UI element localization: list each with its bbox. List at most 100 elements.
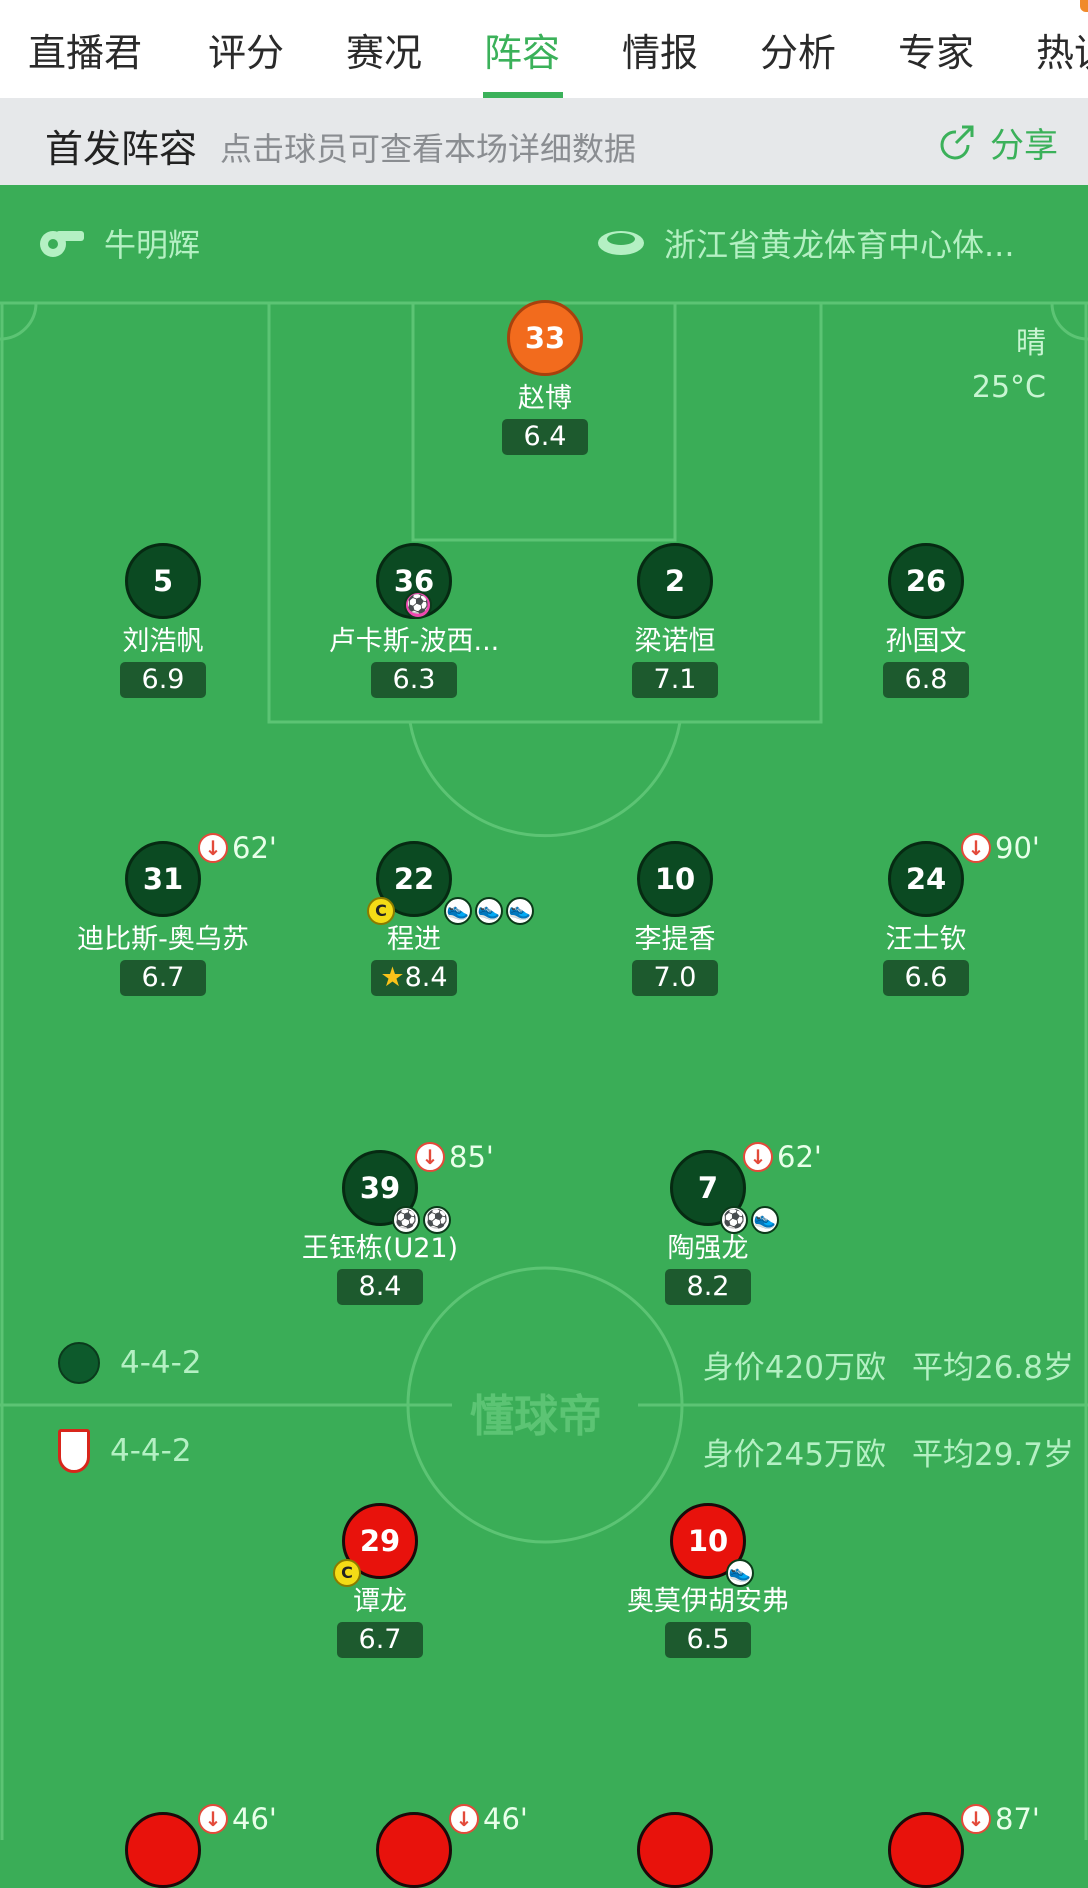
home-team-info: 4-4-2: [58, 1342, 202, 1384]
section-hint: 点击球员可查看本场详细数据: [220, 130, 637, 168]
referee: 牛明辉: [36, 220, 200, 266]
tab-ratings[interactable]: 评分: [208, 31, 285, 75]
home-formation: 4-4-2: [120, 1345, 202, 1381]
section-header: 首发阵容 点击球员可查看本场详细数据 分享: [0, 98, 1088, 185]
notification-dot: [1080, 0, 1088, 12]
captain-badge: C: [367, 897, 395, 925]
jersey-number: [125, 1812, 201, 1888]
player-card[interactable]: 22 C 👟 👟 👟 程进 ★8.4: [294, 841, 534, 996]
player-card[interactable]: 24 ↓ 90' 汪士钦 6.6: [806, 831, 1046, 996]
away-avg-age: 平均29.7岁: [911, 1437, 1074, 1473]
venue: 浙江省黄龙体育中心体...: [596, 220, 1015, 266]
tab-analysis[interactable]: 分析: [760, 31, 837, 75]
player-rating: 6.6: [883, 960, 969, 996]
active-tab-indicator: [483, 92, 563, 98]
player-rating: 8.4: [337, 1269, 423, 1305]
sub-time: 85': [449, 1140, 494, 1174]
player-name: 赵博: [518, 383, 572, 414]
away-value: 身价245万欧: [702, 1437, 886, 1473]
away-team-logo: [58, 1429, 90, 1473]
tab-live[interactable]: 直播君: [28, 31, 143, 75]
sub-out: ↓ 46': [449, 1802, 528, 1836]
player-name: 孙国文: [885, 626, 967, 657]
star-icon: ★: [380, 962, 405, 993]
player-card[interactable]: 39 ↓ 85' ⚽ ⚽ 王钰栋(U21) 8.4: [260, 1140, 500, 1305]
player-rating: 6.9: [120, 662, 206, 698]
sub-out: ↓ 85': [415, 1140, 494, 1174]
sub-time: 90': [995, 831, 1040, 865]
assist-icon: 👟: [506, 897, 534, 925]
player-card[interactable]: ↓ 46': [43, 1802, 283, 1888]
weather-condition: 晴: [1016, 326, 1046, 361]
jersey-number: 5: [125, 543, 201, 619]
home-team-logo: [58, 1342, 100, 1384]
player-card[interactable]: 31 ↓ 62' 迪比斯-奥乌苏 6.7: [43, 831, 283, 996]
assist-icon: 👟: [475, 897, 503, 925]
player-name: 陶强龙: [667, 1233, 749, 1264]
weather-temp: 25°C: [971, 370, 1046, 405]
sub-time: 62': [777, 1140, 822, 1174]
assist-icon: 👟: [444, 897, 472, 925]
sub-out-icon: ↓: [198, 833, 228, 863]
tab-lineup[interactable]: 阵容: [484, 31, 561, 75]
jersey-number: 33: [507, 300, 583, 376]
player-rating: 6.4: [502, 419, 588, 455]
player-card[interactable]: 10 李提香 7.0: [555, 841, 795, 996]
sub-out: ↓ 62': [198, 831, 277, 865]
player-card[interactable]: 29 C 谭龙 6.7: [260, 1503, 500, 1658]
player-name: 李提香: [634, 924, 716, 955]
player-rating: 6.7: [120, 960, 206, 996]
tab-match[interactable]: 赛况: [346, 31, 423, 75]
sub-out: ↓ 90': [961, 831, 1040, 865]
tab-discussion[interactable]: 热议: [1036, 31, 1088, 75]
jersey-number: 24: [888, 841, 964, 917]
sub-out-icon: ↓: [198, 1804, 228, 1834]
home-team-stats: 身价420万欧 平均26.8岁: [703, 1342, 1074, 1387]
player-card[interactable]: 5 刘浩帆 6.9: [43, 543, 283, 698]
player-name: 卢卡斯-波西...: [328, 626, 500, 657]
home-value: 身价420万欧: [702, 1350, 886, 1386]
player-name: 程进: [387, 924, 441, 955]
player-name: 奥莫伊胡安弗: [627, 1586, 789, 1617]
share-label: 分享: [990, 126, 1058, 166]
jersey-number: 10: [637, 841, 713, 917]
player-name: 刘浩帆: [122, 626, 204, 657]
player-card[interactable]: [555, 1812, 795, 1888]
tab-intel[interactable]: 情报: [622, 31, 699, 75]
share-button[interactable]: 分享: [934, 118, 1058, 167]
sub-time: 62': [232, 831, 277, 865]
sub-out-icon: ↓: [449, 1804, 479, 1834]
tab-experts[interactable]: 专家: [898, 31, 975, 75]
player-card[interactable]: 26 孙国文 6.8: [806, 543, 1046, 698]
watermark: 懂球帝: [470, 1391, 602, 1442]
jersey-number: 26: [888, 543, 964, 619]
player-card[interactable]: ↓ 87': [806, 1802, 1046, 1888]
player-rating: ★8.4: [371, 960, 457, 996]
sub-time: 46': [232, 1802, 277, 1836]
player-name: 汪士钦: [885, 924, 967, 955]
player-card[interactable]: 36 ⚽ 卢卡斯-波西... 6.3: [294, 543, 534, 698]
player-rating: 7.0: [632, 960, 718, 996]
player-card[interactable]: 33 赵博 6.4: [425, 300, 665, 455]
player-card[interactable]: 7 ↓ 62' ⚽ 👟 陶强龙 8.2: [588, 1140, 828, 1305]
stadium-icon: [598, 231, 644, 255]
goal-icon: ⚽: [392, 1206, 420, 1234]
sub-out: ↓ 46': [198, 1802, 277, 1836]
share-icon: [940, 125, 974, 159]
player-rating: 6.7: [337, 1622, 423, 1658]
player-card[interactable]: ↓ 46': [294, 1802, 534, 1888]
home-avg-age: 平均26.8岁: [911, 1350, 1074, 1386]
player-rating: 6.8: [883, 662, 969, 698]
player-card[interactable]: 2 梁诺恒 7.1: [555, 543, 795, 698]
referee-name: 牛明辉: [104, 226, 201, 264]
player-rating: 6.3: [371, 662, 457, 698]
player-name: 梁诺恒: [634, 626, 716, 657]
jersey-number: [888, 1812, 964, 1888]
sub-time: 87': [995, 1802, 1040, 1836]
whistle-icon: [40, 231, 84, 257]
weather: 晴 25°C: [972, 322, 1046, 410]
player-card[interactable]: 10 👟 奥莫伊胡安弗 6.5: [588, 1503, 828, 1658]
away-team-info: 4-4-2: [58, 1429, 192, 1473]
jersey-number: 31: [125, 841, 201, 917]
sub-out-icon: ↓: [961, 833, 991, 863]
